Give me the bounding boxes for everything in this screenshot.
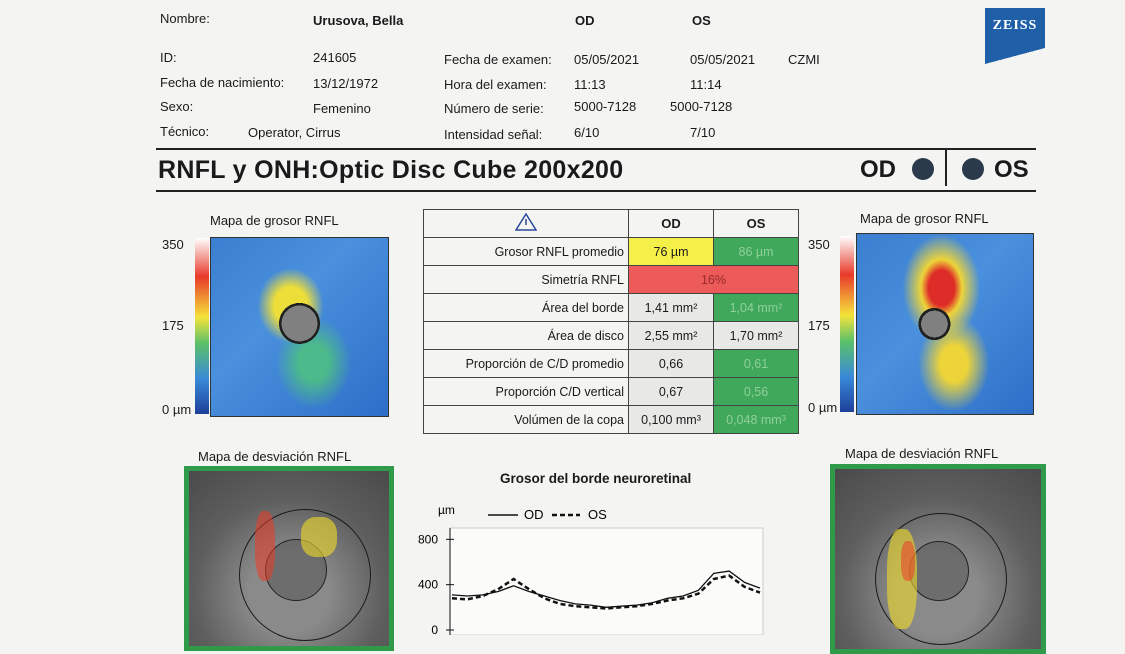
exam-date-od: 05/05/2021 — [574, 52, 640, 67]
table-row: Proporción C/D vertical 0,67 0,56 — [423, 377, 799, 406]
patient-name: Urusova, Bella — [313, 13, 404, 28]
title-rule-bottom — [156, 190, 1036, 192]
y-axis-label: µm — [438, 503, 455, 517]
od-scale-min: 0 µm — [162, 402, 192, 417]
od-scale-mid: 175 — [162, 318, 184, 333]
zeiss-logo: ZEISS — [985, 8, 1045, 64]
legend-od-label: OD — [524, 507, 544, 522]
od-thickness-map — [210, 237, 389, 417]
warning-triangle-icon — [423, 209, 629, 238]
row-os-value: 1,04 mm² — [713, 293, 799, 322]
row-label: Grosor RNFL promedio — [423, 237, 629, 266]
os-eye-icon — [962, 158, 984, 180]
od-eye-icon — [912, 158, 934, 180]
row-symmetry-value: 16% — [628, 265, 799, 294]
title-rule-top — [156, 148, 1036, 150]
table-row: Grosor RNFL promedio 76 µm 86 µm — [423, 237, 799, 266]
os-header: OS — [692, 13, 711, 28]
serial-od: 5000-7128 — [574, 99, 637, 114]
report-title: RNFL y ONH:Optic Disc Cube 200x200 — [158, 156, 624, 184]
row-os-value: 0,61 — [713, 349, 799, 378]
exam-date-os: 05/05/2021 — [690, 52, 756, 67]
sex-label: Sexo: — [160, 99, 194, 114]
os-disc — [909, 541, 969, 601]
os-deviation-title: Mapa de desviación RNFL — [845, 446, 999, 461]
table-row: Volúmen de la copa 0,100 mm³ 0,048 mm³ — [423, 405, 799, 434]
exam-date-label: Fecha de examen: — [444, 52, 552, 67]
tech-label: Técnico: — [160, 124, 210, 139]
signal-os: 7/10 — [690, 125, 716, 140]
od-header: OD — [575, 13, 595, 28]
row-label: Proporción de C/D promedio — [423, 349, 629, 378]
tech-name: Operator, Cirrus — [248, 125, 341, 140]
results-table: OD OS Grosor RNFL promedio 76 µm 86 µm S… — [423, 209, 799, 434]
patient-id: 241605 — [313, 50, 357, 65]
patient-sex: Femenino — [313, 101, 371, 116]
row-label: Proporción C/D vertical — [423, 377, 629, 406]
rim-thickness-chart: µm OD OS 800 400 0 — [418, 503, 764, 635]
row-od-value: 76 µm — [628, 237, 714, 266]
os-thickness-map — [856, 233, 1034, 415]
table-row: Área de disco 2,55 mm² 1,70 mm² — [423, 321, 799, 350]
row-label: Simetría RNFL — [423, 265, 629, 294]
row-od-value: 0,66 — [628, 349, 714, 378]
row-od-value: 2,55 mm² — [628, 321, 714, 350]
os-scale-mid: 175 — [808, 318, 830, 333]
series-line-os — [451, 574, 761, 610]
od-deviation-map — [184, 466, 394, 651]
row-os-value: 86 µm — [713, 237, 799, 266]
exam-time-od: 11:13 — [574, 77, 606, 92]
patient-dob: 13/12/1972 — [313, 76, 379, 91]
os-eye-label: OS — [994, 156, 1029, 183]
signal-od: 6/10 — [574, 125, 600, 140]
row-od-value: 0,100 mm³ — [628, 405, 714, 434]
os-scale-min: 0 µm — [808, 400, 838, 415]
dob-label: Fecha de nacimiento: — [160, 75, 285, 90]
table-header-od: OD — [628, 209, 714, 238]
table-header-os: OS — [713, 209, 799, 238]
id-label: ID: — [160, 50, 177, 65]
os-deviation-zone — [901, 541, 915, 581]
exam-time-os: 11:14 — [690, 77, 722, 92]
chart-title: Grosor del borde neuroretinal — [500, 471, 692, 486]
y-tick-label: 0 — [431, 623, 438, 635]
plot-area — [449, 527, 764, 635]
signal-label: Intensidad señal: — [444, 127, 543, 142]
y-tick-label: 800 — [418, 532, 438, 546]
row-label: Área de disco — [423, 321, 629, 350]
exam-time-label: Hora del examen: — [444, 77, 547, 92]
od-eye-label: OD — [860, 156, 896, 183]
row-os-value: 0,56 — [713, 377, 799, 406]
row-label: Volúmen de la copa — [423, 405, 629, 434]
eye-divider — [945, 150, 947, 186]
row-od-value: 0,67 — [628, 377, 714, 406]
row-os-value: 0,048 mm³ — [713, 405, 799, 434]
table-row: Proporción de C/D promedio 0,66 0,61 — [423, 349, 799, 378]
serial-os: 5000-7128 — [670, 99, 733, 114]
row-label: Área del borde — [423, 293, 629, 322]
org-code: CZMI — [788, 52, 820, 67]
od-color-scale — [195, 238, 209, 414]
os-scale-max: 350 — [808, 237, 830, 252]
table-row: Área del borde 1,41 mm² 1,04 mm² — [423, 293, 799, 322]
series-line-od — [451, 570, 761, 608]
legend-os-label: OS — [588, 507, 607, 522]
serial-label: Número de serie: — [444, 101, 544, 116]
od-scale-max: 350 — [162, 237, 184, 252]
row-od-value: 1,41 mm² — [628, 293, 714, 322]
os-deviation-map — [830, 464, 1046, 654]
od-deviation-zone — [301, 517, 337, 557]
row-os-value: 1,70 mm² — [713, 321, 799, 350]
os-thickness-title: Mapa de grosor RNFL — [860, 211, 989, 226]
table-row: Simetría RNFL 16% — [423, 265, 799, 294]
y-tick-label: 400 — [418, 578, 438, 592]
name-label: Nombre: — [160, 11, 210, 26]
os-color-scale — [840, 236, 854, 412]
od-deviation-zone — [255, 511, 275, 581]
od-thickness-title: Mapa de grosor RNFL — [210, 213, 339, 228]
od-deviation-title: Mapa de desviación RNFL — [198, 449, 352, 464]
